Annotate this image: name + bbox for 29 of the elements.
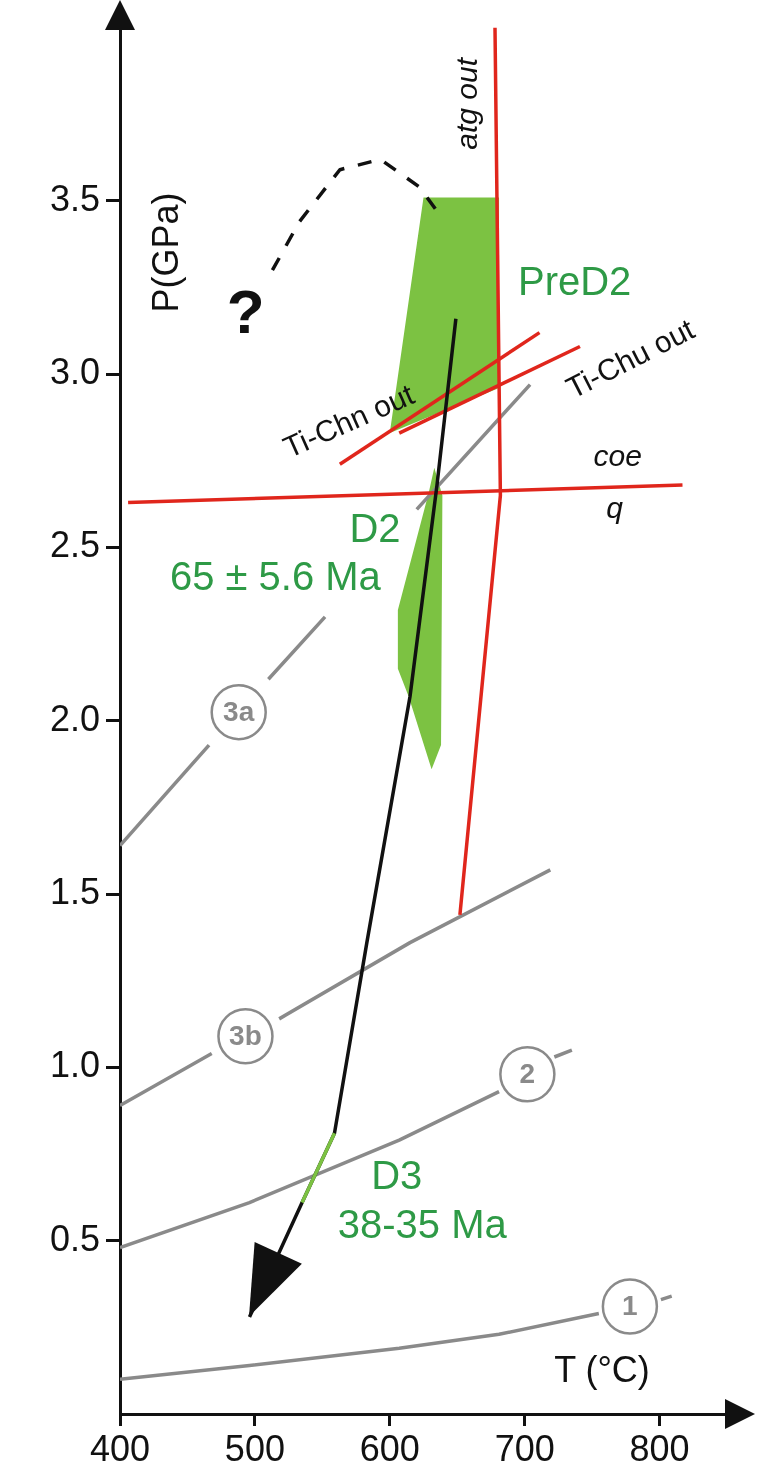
y-tick-label: 2.5 [49,524,100,566]
y-tick-label: 1.5 [49,871,100,913]
y-axis-title: P(GPa) [144,192,186,313]
annotation: Ti-Chu out [560,311,701,405]
annotation: D3 [371,1153,423,1198]
y-tick-label: 1.0 [49,1044,100,1086]
x-tick-label: 700 [494,1427,555,1469]
annotation: ? [226,277,265,347]
x-axis-title: T (°C) [554,1348,650,1390]
x-tick-label: 400 [89,1427,151,1469]
annotation: D2 [349,505,401,550]
annotation: q [606,491,624,525]
series-label: 3b [229,1019,262,1051]
x-tick-label: 500 [224,1427,285,1469]
y-tick-label: 3.5 [49,177,100,219]
annotation: atg out [449,56,483,150]
series-label: 2 [519,1058,536,1090]
y-tick-label: 3.0 [49,351,100,393]
x-tick-label: 800 [629,1427,690,1469]
annotation: 38-35 Ma [337,1201,508,1246]
annotation: coe [593,438,642,472]
y-tick-label: 2.0 [49,697,100,739]
y-tick-label: 0.5 [49,1217,100,1259]
annotation: PreD2 [517,259,632,304]
series-label: 3a [223,695,255,727]
series-label: 1 [622,1290,638,1322]
annotation: Ti-Chn out [278,377,420,464]
annotation: 65 ± 5.6 Ma [169,554,382,599]
x-tick-label: 600 [359,1427,420,1469]
